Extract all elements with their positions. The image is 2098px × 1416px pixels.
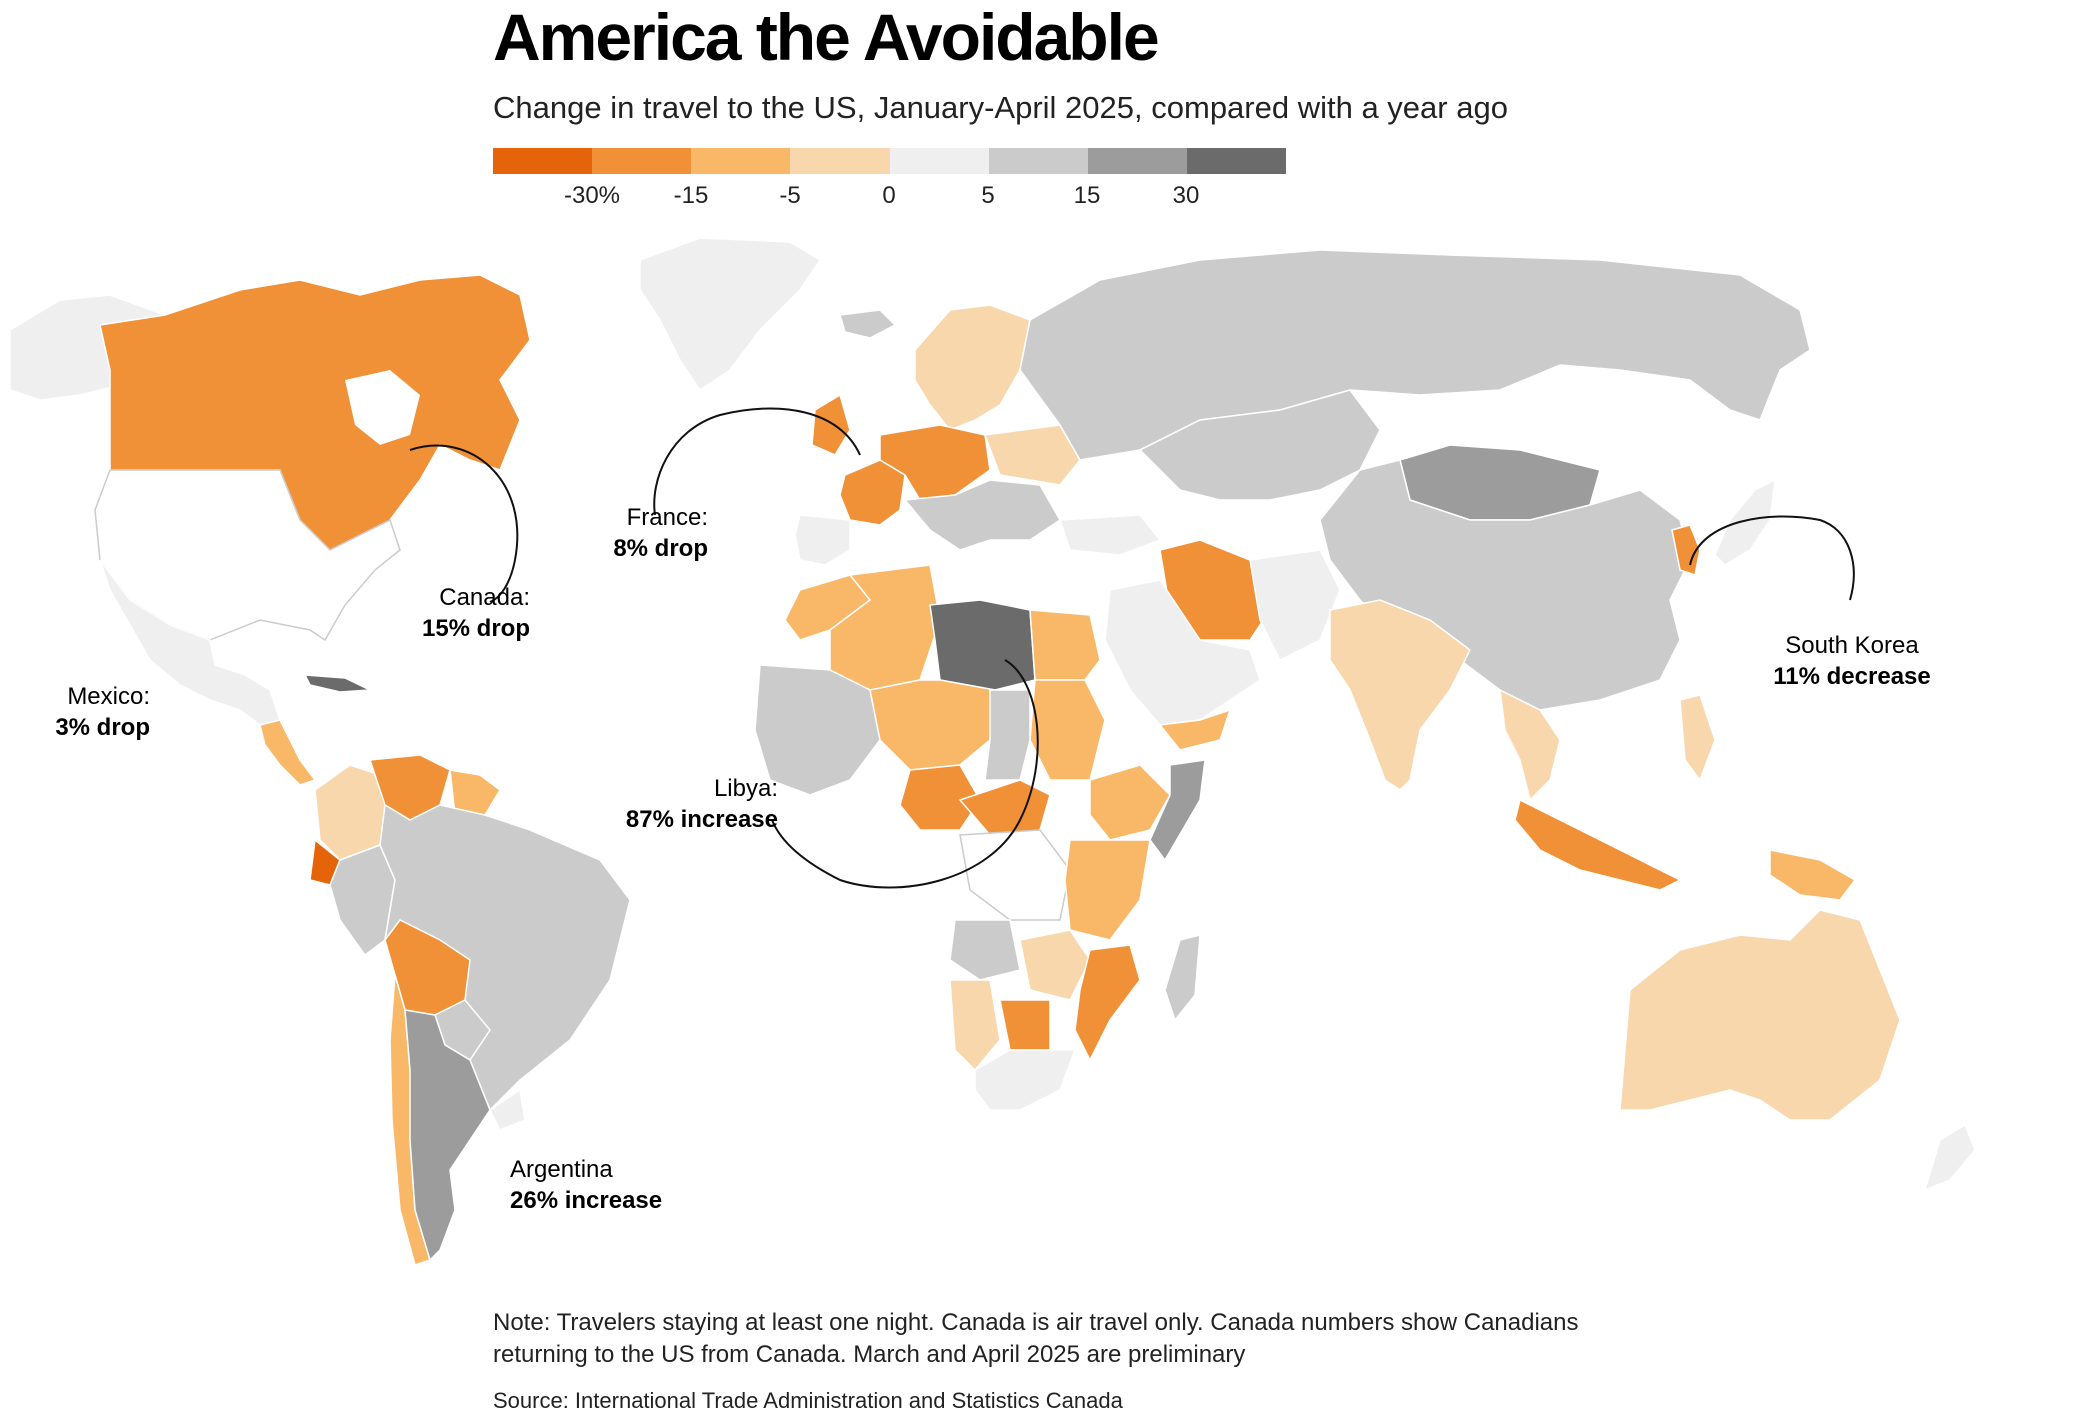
chart-subtitle: Change in travel to the US, January-Apri… [493,90,1508,125]
country-uk [811,393,851,456]
legend-tick-label: 15 [1073,182,1101,209]
legend-swatch [1186,148,1286,174]
country-somalia [1149,759,1206,862]
legend-swatch [493,148,593,174]
scandinavia [914,304,1031,431]
country-iceland [839,309,897,339]
legend-swatch [691,148,791,174]
callout-france: France: 8% drop [560,502,708,564]
southern-europe [903,479,1061,551]
south-korea-callout-arc [1689,515,1855,601]
country-cuba [303,674,373,693]
legend-tick-label: -15 [673,182,709,209]
callout-france-value: 8% drop [613,535,708,563]
southeast-asia [1499,688,1561,802]
legend-swatch [1087,148,1187,174]
callout-argentina-name: Argentina [510,1156,613,1183]
france-callout-arc [653,407,861,516]
callout-south-korea: South Korea 11% decrease [1752,630,1952,692]
legend-swatch [889,148,989,174]
country-egypt [1029,609,1101,681]
central-america [259,719,317,786]
legend-swatch [592,148,692,174]
country-namibia [949,979,1001,1072]
legend-ticks: -30% -15 -5 0 5 15 30 [493,182,1286,212]
country-png [1769,849,1857,901]
callout-libya-value: 87% increase [625,806,778,834]
callout-libya-name: Libya: [713,775,778,802]
callout-canada: Canada: 15% drop [360,582,530,644]
callout-south-korea-value: 11% decrease [1773,663,1931,691]
country-libya[interactable] [929,599,1036,691]
greenland [639,237,822,392]
east-africa [1064,839,1151,941]
central-asia [1138,389,1381,501]
country-mali-niger [869,679,996,771]
legend-tick-label: -30% [563,182,621,209]
callout-libya: Libya: 87% increase [560,773,778,835]
country-drc [959,829,1071,921]
libya-callout-arc [771,659,1039,889]
country-australia [1619,909,1901,1121]
legend-swatch [988,148,1088,174]
country-car [958,779,1051,836]
legend-tick-label: 30 [1172,182,1200,209]
chart-source: Source: International Trade Administrati… [493,1388,1123,1413]
country-sudan [1029,679,1106,781]
country-japan [1714,478,1776,566]
callout-canada-name: Canada: [439,584,530,611]
country-argentina[interactable] [404,1009,491,1262]
country-nigeria [899,764,981,831]
country-mozambique [1074,944,1141,1062]
country-indonesia [1514,798,1682,891]
country-chad [984,689,1031,781]
country-yemen [1158,708,1232,751]
country-russia [1019,249,1811,461]
country-india [1329,599,1471,791]
callout-south-korea-name: South Korea [1785,632,1919,659]
legend-tick-label: -5 [779,182,801,209]
callout-mexico: Mexico: 3% drop [0,681,150,743]
callout-canada-value: 15% drop [421,615,530,643]
west-africa [754,664,881,796]
eastern-europe [983,424,1081,486]
callout-france-name: France: [626,504,708,531]
country-philippines [1679,694,1716,782]
callout-mexico-value: 3% drop [55,714,150,742]
canada-callout-arc [409,444,519,603]
color-legend [493,148,1286,174]
country-ethiopia [1089,764,1171,841]
country-madagascar [1164,934,1201,1022]
legend-tick-label: 0 [882,182,896,209]
country-south-korea[interactable] [1671,524,1701,576]
legend-tick-label: 5 [981,182,995,209]
arabian-peninsula [1104,579,1261,726]
country-uruguay [489,1088,526,1131]
country-turkey [1058,514,1162,556]
chart-note: Note: Travelers staying at least one nig… [493,1309,1579,1369]
chart-title: America the Avoidable [493,0,1160,74]
hudson-bay [345,370,420,445]
legend-swatch [790,148,890,174]
south-central-asia [1249,549,1341,662]
callout-mexico-name: Mexico: [67,683,150,710]
country-angola [949,919,1021,981]
country-new-zealand [1923,1123,1976,1192]
country-spain [794,514,851,566]
callout-argentina-value: 26% increase [510,1187,663,1215]
world-map [9,237,1976,1266]
callout-argentina: Argentina 26% increase [510,1154,730,1216]
country-zambia-zimbabwe [1019,929,1091,1001]
country-south-africa [974,1049,1077,1111]
country-botswana [999,999,1051,1051]
